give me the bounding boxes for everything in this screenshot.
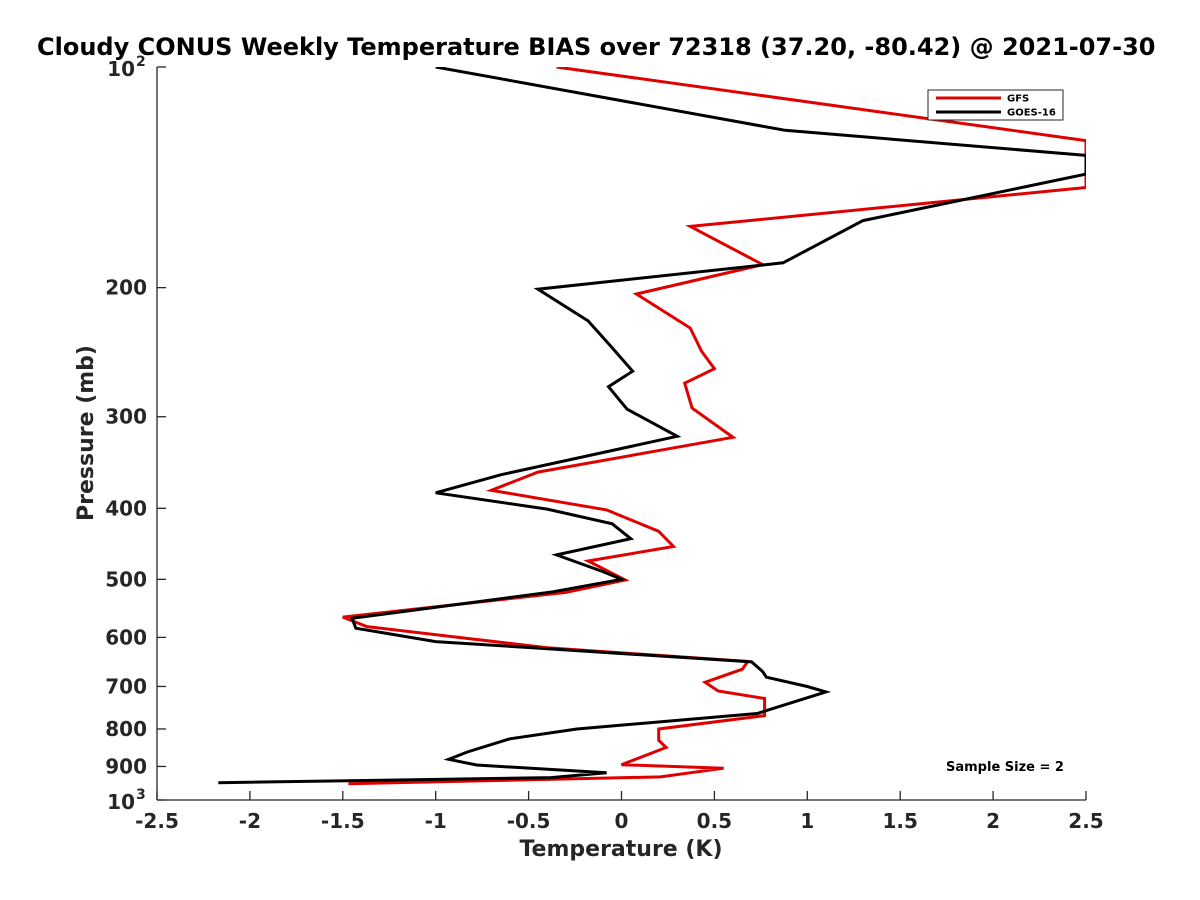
y-tick-label: 10: [107, 790, 135, 814]
x-tick-label: -1: [425, 809, 447, 833]
legend-label: GFS: [1007, 94, 1029, 105]
legend: GFS GOES-16: [927, 89, 1064, 121]
y-axis-label: Pressure (mb): [74, 345, 99, 521]
y-tick-exponent: 2: [136, 54, 146, 70]
x-tick-label: -0.5: [507, 809, 551, 833]
x-tick-label: -2.5: [135, 809, 179, 833]
series-layer: [218, 67, 1086, 786]
sample-size-annotation: Sample Size = 2: [946, 760, 1064, 775]
y-tick-label: 600: [105, 625, 147, 649]
y-tick-label: 300: [105, 405, 147, 429]
chart-title: Cloudy CONUS Weekly Temperature BIAS ove…: [37, 33, 1155, 61]
y-tick-exponent: 3: [136, 787, 146, 803]
x-ticks: -2.5 -2 -1.5 -1 -0.5 0 0.5 1 1.5 2 2.5: [135, 791, 1104, 833]
x-tick-label: 2: [986, 809, 1000, 833]
series-line-gfs: [342, 67, 1086, 786]
x-tick-label: 1.5: [882, 809, 917, 833]
x-axis-label: Temperature (K): [519, 837, 722, 862]
x-tick-label: 1: [800, 809, 814, 833]
y-tick-label: 700: [105, 674, 147, 698]
x-tick-label: -2: [239, 809, 261, 833]
legend-box: [927, 89, 1064, 121]
y-tick-label: 800: [105, 717, 147, 741]
x-tick-label: 0: [615, 809, 629, 833]
series-line-goes-16: [218, 67, 1086, 785]
y-tick-label: 200: [105, 276, 147, 300]
y-tick-label: 10: [107, 57, 135, 81]
y-tick-label: 500: [105, 567, 147, 591]
x-tick-label: -1.5: [321, 809, 365, 833]
x-tick-label: 2.5: [1068, 809, 1103, 833]
y-tick-label: 900: [105, 754, 147, 778]
y-tick-label: 400: [105, 496, 147, 520]
legend-label: GOES-16: [1007, 108, 1056, 119]
x-tick-label: 0.5: [697, 809, 732, 833]
